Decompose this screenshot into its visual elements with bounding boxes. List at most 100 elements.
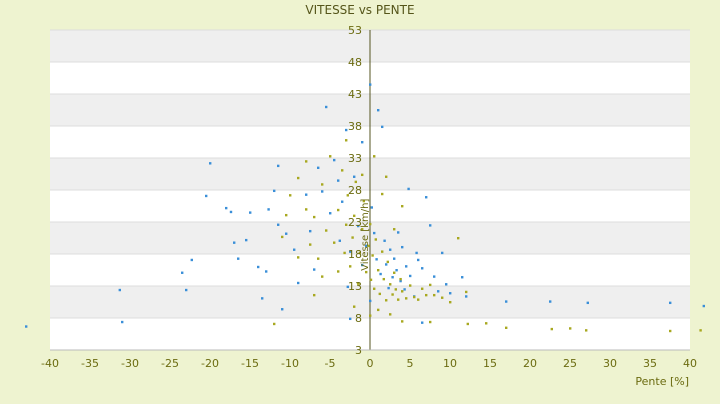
data-point xyxy=(361,228,364,231)
x-tick-label: -15 xyxy=(241,357,259,370)
data-point xyxy=(225,206,228,210)
data-point xyxy=(385,299,388,302)
y-tick-label: 13 xyxy=(348,280,362,293)
data-point xyxy=(333,241,336,244)
data-point xyxy=(185,288,188,292)
x-tick-label: 35 xyxy=(643,357,657,370)
data-point xyxy=(399,277,402,281)
data-point xyxy=(317,166,320,169)
data-point xyxy=(389,283,392,286)
data-point xyxy=(397,231,400,234)
data-point xyxy=(421,321,424,324)
y-tick-label: 38 xyxy=(348,120,362,133)
data-point xyxy=(365,244,368,248)
data-point xyxy=(285,232,288,235)
x-tick-label: -25 xyxy=(161,357,179,370)
data-point xyxy=(293,248,296,251)
data-point xyxy=(457,237,460,240)
y-tick-label: 53 xyxy=(348,24,362,37)
data-point xyxy=(409,284,412,287)
data-point xyxy=(309,243,312,246)
x-tick-label: 15 xyxy=(483,357,497,370)
data-point xyxy=(429,224,432,227)
data-point xyxy=(429,283,432,287)
data-point xyxy=(345,223,348,226)
data-point xyxy=(389,248,392,251)
data-point xyxy=(393,257,396,260)
data-point xyxy=(245,238,248,242)
data-point xyxy=(441,296,444,299)
data-point xyxy=(346,285,349,289)
data-point xyxy=(370,206,373,209)
data-point xyxy=(393,271,396,274)
data-point xyxy=(485,322,488,325)
data-point xyxy=(337,179,340,182)
y-tick-label: 18 xyxy=(348,248,362,261)
data-point xyxy=(313,215,316,219)
x-tick-label: -20 xyxy=(201,357,219,370)
data-point xyxy=(337,208,340,212)
data-point xyxy=(337,270,340,273)
data-point xyxy=(209,162,212,165)
data-point xyxy=(121,320,124,324)
data-point xyxy=(369,278,373,281)
x-tick-label: 5 xyxy=(407,357,414,370)
data-point xyxy=(407,187,410,191)
data-point xyxy=(401,320,404,323)
data-point xyxy=(190,258,193,262)
data-point xyxy=(373,231,376,235)
data-point xyxy=(277,223,280,226)
data-point xyxy=(369,314,372,317)
data-point xyxy=(305,160,308,163)
data-point xyxy=(361,141,364,144)
data-point xyxy=(353,305,356,308)
data-point xyxy=(383,239,386,242)
y-tick-label: 23 xyxy=(348,216,362,229)
x-tick-label: 25 xyxy=(563,357,577,370)
data-point xyxy=(325,229,328,232)
data-point xyxy=(281,235,284,239)
data-point xyxy=(669,301,672,305)
data-point xyxy=(358,251,361,255)
data-point xyxy=(369,222,372,226)
data-point xyxy=(369,83,372,86)
data-point xyxy=(349,250,352,253)
data-point xyxy=(285,213,288,217)
data-point xyxy=(346,194,349,197)
data-point xyxy=(237,257,240,260)
data-point xyxy=(378,292,381,296)
data-point xyxy=(349,265,352,268)
data-point xyxy=(305,208,308,211)
data-point xyxy=(466,322,469,326)
data-point xyxy=(421,287,424,290)
y-tick-label: 43 xyxy=(348,88,362,101)
data-point xyxy=(385,263,388,266)
y-tick-label: 8 xyxy=(355,312,362,325)
data-point xyxy=(118,288,121,292)
data-point xyxy=(586,301,589,305)
data-point xyxy=(382,277,385,281)
data-point xyxy=(377,308,380,312)
data-point xyxy=(441,251,444,255)
data-point xyxy=(465,295,468,298)
data-point xyxy=(265,270,268,273)
data-point xyxy=(375,258,378,261)
x-tick-label: -40 xyxy=(41,357,59,370)
data-point xyxy=(261,297,264,300)
data-point xyxy=(386,260,389,264)
data-point xyxy=(393,228,396,231)
data-point xyxy=(341,200,344,203)
data-point xyxy=(405,297,408,300)
x-tick-label: 10 xyxy=(443,357,457,370)
data-point xyxy=(465,290,468,294)
data-point xyxy=(345,128,348,132)
data-point xyxy=(297,176,300,180)
data-point xyxy=(401,290,404,293)
data-point xyxy=(385,175,388,178)
data-point xyxy=(313,268,316,271)
data-point xyxy=(391,293,394,296)
data-point xyxy=(397,298,400,301)
data-point xyxy=(405,265,408,268)
